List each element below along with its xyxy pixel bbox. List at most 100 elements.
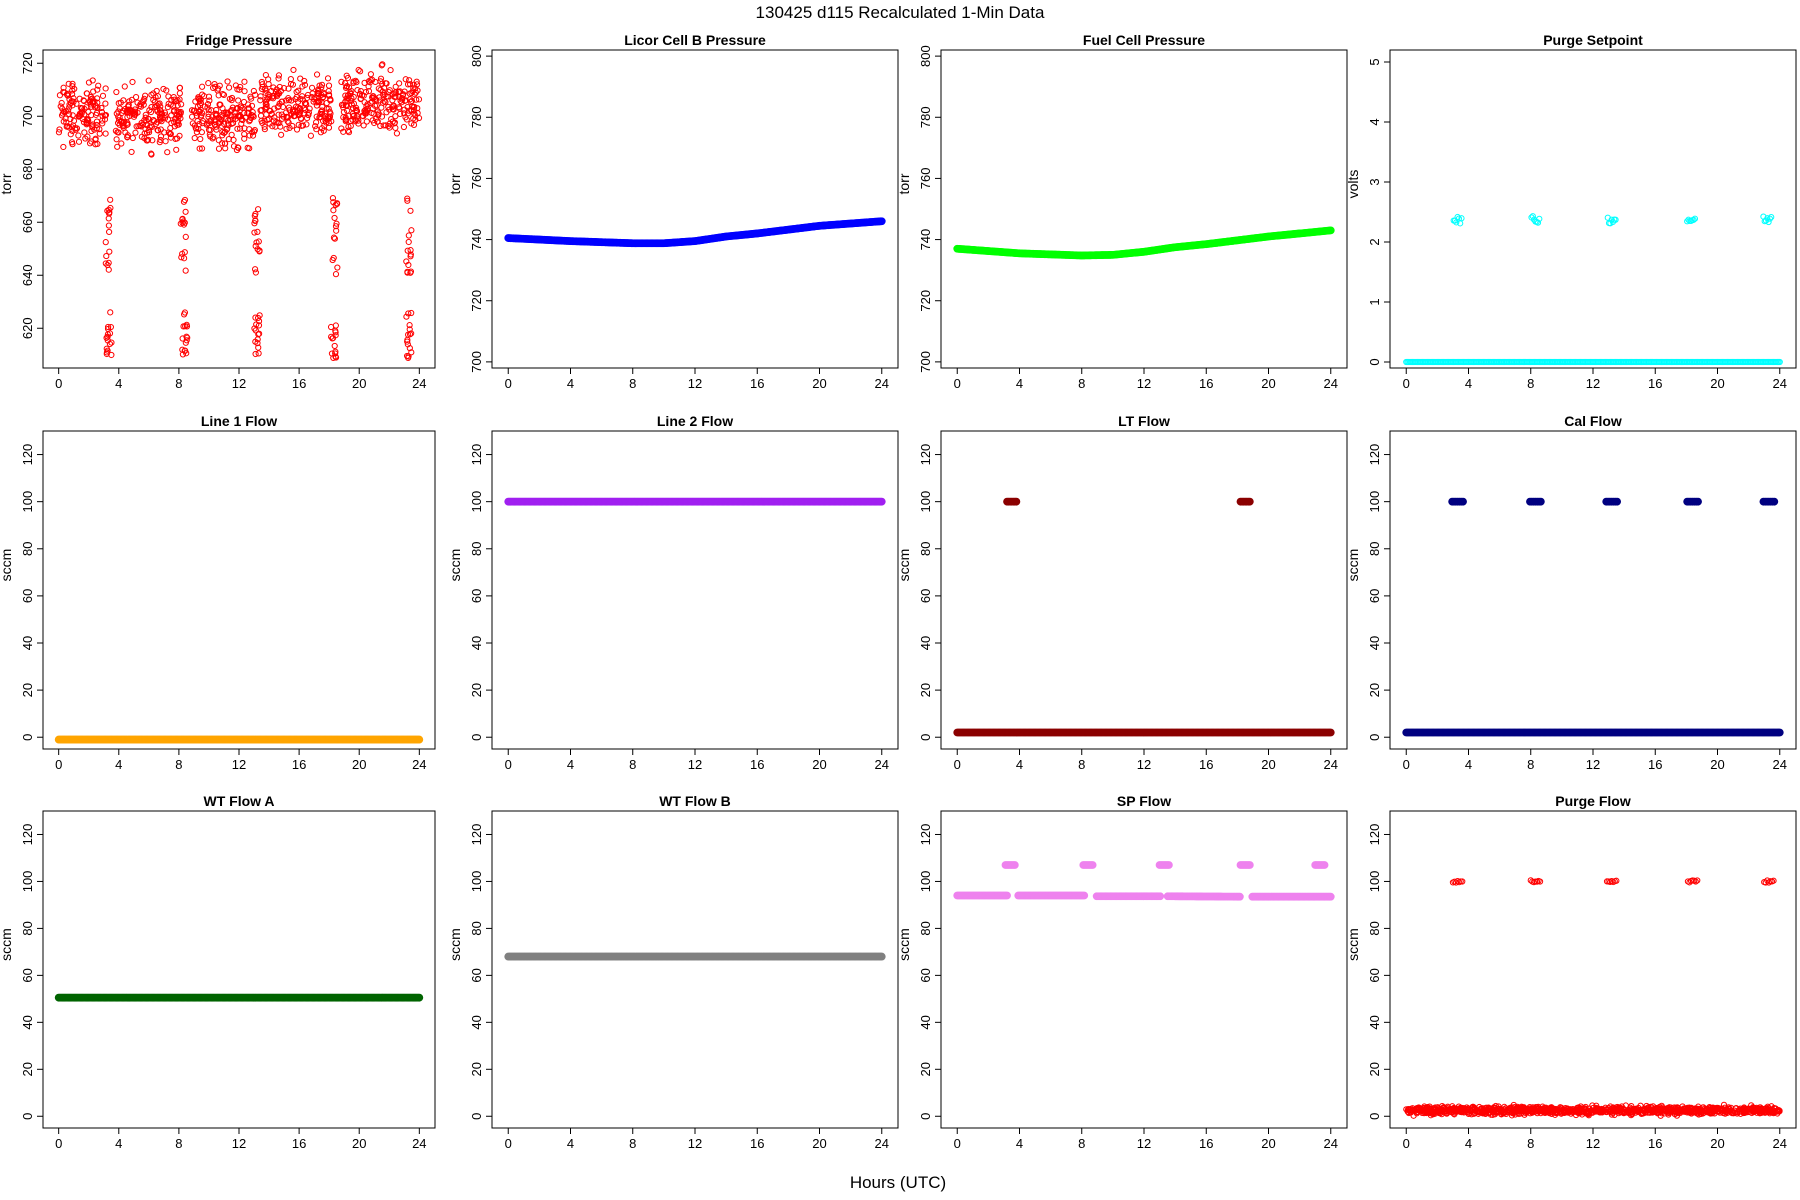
y-tick-label: 760 bbox=[469, 168, 484, 190]
data-point bbox=[298, 115, 305, 123]
data-point bbox=[245, 109, 252, 116]
data-point bbox=[256, 330, 263, 337]
data-point bbox=[82, 135, 89, 142]
x-tick-label: 20 bbox=[352, 757, 366, 772]
data-point bbox=[353, 79, 360, 86]
data-point bbox=[125, 103, 132, 110]
data-point bbox=[251, 126, 258, 134]
y-tick-label: 20 bbox=[20, 1062, 35, 1076]
data-point bbox=[1080, 891, 1089, 900]
y-tick-label: 0 bbox=[918, 734, 933, 741]
panel-title: WT Flow A bbox=[203, 793, 274, 809]
y-tick-label: 20 bbox=[20, 683, 35, 697]
data-point bbox=[154, 119, 161, 126]
data-point bbox=[295, 87, 302, 94]
x-tick-label: 0 bbox=[1403, 1136, 1410, 1151]
x-tick-label: 8 bbox=[175, 757, 182, 772]
data-point bbox=[324, 113, 332, 120]
x-tick-label: 4 bbox=[115, 376, 122, 391]
data-point bbox=[132, 129, 139, 136]
x-tick-label: 24 bbox=[412, 757, 426, 772]
data-point bbox=[313, 71, 321, 78]
data-point bbox=[285, 104, 293, 111]
data-point bbox=[228, 106, 236, 114]
y-tick-label: 620 bbox=[20, 317, 35, 339]
data-point bbox=[407, 251, 414, 258]
data-point bbox=[176, 84, 183, 91]
data-point bbox=[404, 247, 411, 254]
data-point bbox=[296, 104, 303, 112]
data-point bbox=[378, 113, 386, 120]
x-tick-label: 8 bbox=[175, 1136, 182, 1151]
data-point bbox=[404, 197, 411, 204]
panel-title: Fridge Pressure bbox=[186, 32, 293, 48]
data-point bbox=[248, 95, 255, 102]
data-point bbox=[1320, 861, 1329, 869]
data-point bbox=[341, 80, 349, 87]
x-tick-label: 16 bbox=[1199, 376, 1213, 391]
data-point bbox=[173, 112, 181, 119]
data-point bbox=[196, 145, 203, 152]
data-series bbox=[504, 497, 886, 506]
data-point bbox=[413, 78, 420, 85]
data-point bbox=[1012, 497, 1021, 506]
y-tick-label: 120 bbox=[1367, 824, 1382, 846]
data-point bbox=[1245, 497, 1254, 506]
data-point bbox=[405, 261, 412, 269]
data-point bbox=[142, 92, 149, 99]
data-point bbox=[362, 88, 369, 96]
data-point bbox=[218, 122, 225, 129]
data-point bbox=[404, 195, 411, 202]
data-point bbox=[343, 107, 351, 114]
y-tick-label: 20 bbox=[469, 683, 484, 697]
data-point bbox=[183, 337, 190, 344]
x-tick-label: 4 bbox=[1465, 757, 1472, 772]
x-tick-label: 8 bbox=[1078, 1136, 1085, 1151]
data-point bbox=[259, 81, 266, 88]
y-tick-label: 800 bbox=[918, 45, 933, 67]
data-point bbox=[93, 118, 101, 125]
y-tick-label: 3 bbox=[1367, 178, 1382, 185]
data-point bbox=[120, 107, 127, 114]
data-point bbox=[176, 90, 183, 97]
data-point bbox=[129, 78, 136, 86]
y-tick-label: 100 bbox=[469, 491, 484, 513]
data-point bbox=[345, 129, 353, 136]
data-point bbox=[293, 126, 301, 133]
data-point bbox=[348, 101, 355, 108]
x-tick-label: 12 bbox=[232, 376, 246, 391]
x-tick-label: 16 bbox=[1199, 757, 1213, 772]
x-tick-label: 12 bbox=[1137, 757, 1151, 772]
data-point bbox=[198, 83, 206, 90]
panel-title: Purge Setpoint bbox=[1543, 32, 1643, 48]
data-point bbox=[252, 217, 259, 224]
data-point bbox=[58, 99, 65, 107]
x-tick-label: 0 bbox=[55, 376, 62, 391]
data-point bbox=[157, 133, 165, 140]
data-point bbox=[205, 93, 213, 100]
y-tick-label: 60 bbox=[1367, 968, 1382, 982]
data-point bbox=[63, 123, 70, 130]
y-tick-label: 720 bbox=[918, 290, 933, 312]
data-point bbox=[404, 269, 411, 276]
data-point bbox=[205, 126, 213, 134]
data-point bbox=[1775, 728, 1784, 737]
data-point bbox=[234, 105, 241, 112]
data-point bbox=[278, 98, 285, 105]
x-tick-label: 4 bbox=[1016, 376, 1023, 391]
x-tick-label: 0 bbox=[954, 757, 961, 772]
data-point bbox=[184, 334, 191, 341]
data-point bbox=[255, 206, 262, 213]
data-point bbox=[131, 106, 139, 113]
data-point bbox=[183, 323, 191, 330]
data-point bbox=[264, 116, 271, 123]
y-axis-label: volts bbox=[1345, 170, 1361, 199]
y-tick-label: 60 bbox=[1367, 589, 1382, 603]
x-tick-label: 24 bbox=[1773, 1136, 1787, 1151]
data-point bbox=[415, 993, 424, 1002]
y-tick-label: 0 bbox=[1367, 1113, 1382, 1120]
data-point bbox=[65, 90, 72, 97]
data-point bbox=[180, 198, 188, 205]
